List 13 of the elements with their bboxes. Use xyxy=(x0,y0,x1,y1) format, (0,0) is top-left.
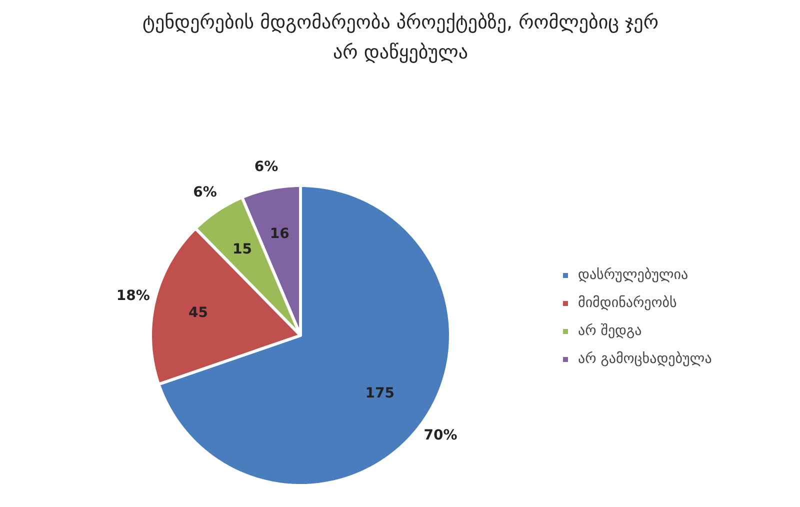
data-label: 16 xyxy=(270,226,290,242)
data-label: 15 xyxy=(232,242,252,258)
text: 70% xyxy=(424,427,458,444)
data-label: 175 xyxy=(365,386,394,402)
data-label: 45 xyxy=(188,304,208,321)
text: 6% xyxy=(193,184,217,200)
text: 18% xyxy=(116,288,150,304)
legend-label: დასრულებულია xyxy=(578,267,688,283)
legend-label: არ გამოცხადებულა xyxy=(578,351,712,367)
text: 6% xyxy=(254,158,278,175)
legend-label: მიმდინარეობს xyxy=(578,295,677,311)
chart-title: ტენდერების მდგომარეობა პროექტებზე, რომლებიც ჯერ არ დაწყებულა xyxy=(142,12,658,64)
legend-label: არ შედგა xyxy=(578,323,642,339)
